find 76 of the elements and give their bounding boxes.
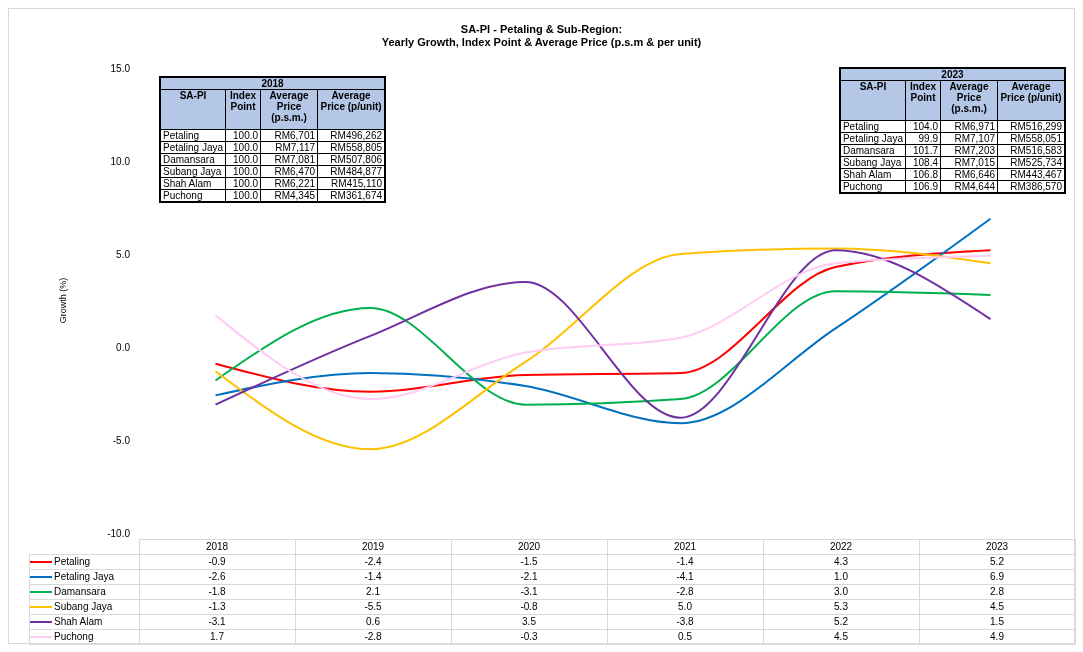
line-series (214, 290, 992, 406)
legend-label: Damansara (54, 586, 106, 597)
data-label: -2.6 (139, 569, 295, 585)
data-label: 4.5 (763, 629, 919, 645)
text: SA-PI Index Point Average Price (p.s.m.) Average Price (p/unit) (179, 90, 382, 123)
line-series (214, 247, 992, 451)
x-tick-label: 2022 (763, 539, 919, 555)
data-label: -2.1 (451, 569, 607, 585)
data-label: 2.8 (919, 584, 1075, 600)
data-label: -3.1 (139, 614, 295, 630)
text: Shah Alam 100.0 RM6,221 RM415,110 (163, 178, 383, 189)
data-label: 6.9 (919, 569, 1075, 585)
legend-label: Subang Jaya (54, 601, 113, 612)
legend-label: Shah Alam (54, 616, 103, 627)
chart-title: SA-PI - Petaling & Sub-Region: (459, 23, 624, 36)
y-tick-label: 10.0 (110, 155, 131, 167)
legend-label: Petaling (54, 556, 91, 567)
data-label: -1.4 (607, 554, 763, 570)
chart-subtitle: Yearly Growth, Index Point & Average Price (p.s.m & per unit) (380, 36, 703, 49)
y-tick-label: -5.0 (112, 434, 131, 446)
data-label: -0.8 (451, 599, 607, 615)
text: Petaling Jaya 99.9 RM7,107 RM558,051 (842, 133, 1062, 144)
text: Puchong 100.0 RM4,345 RM361,674 (163, 190, 383, 201)
data-label: 0.5 (607, 629, 763, 645)
x-tick-label: 2021 (607, 539, 763, 555)
text: Shah Alam 106.8 RM6,646 RM443,467 (842, 169, 1062, 180)
text: Subang Jaya 100.0 RM6,470 RM484,877 (163, 166, 383, 177)
data-label: 5.0 (607, 599, 763, 615)
data-label: -1.4 (295, 569, 451, 585)
data-label: 1.0 (763, 569, 919, 585)
text: Damansara 100.0 RM7,081 RM507,806 (163, 154, 383, 165)
data-label: 4.5 (919, 599, 1075, 615)
data-label: -1.5 (451, 554, 607, 570)
x-tick-label: 2019 (295, 539, 451, 555)
text: Petaling 100.0 RM6,701 RM496,262 (163, 130, 383, 141)
data-label: 1.7 (139, 629, 295, 645)
legend-label: Petaling Jaya (54, 571, 115, 582)
x-tick-label: 2018 (139, 539, 295, 555)
text: SA-PI Index Point Average Price (p.s.m.) Average Price (p/unit) (859, 81, 1062, 114)
data-label: -4.1 (607, 569, 763, 585)
data-label: -1.3 (139, 599, 295, 615)
line-series (214, 217, 992, 425)
annotation: 2023 (839, 68, 1065, 81)
legend-label: Puchong (54, 631, 94, 642)
y-tick-label: 0.0 (116, 341, 131, 353)
data-label: -2.8 (295, 629, 451, 645)
text: Petaling Jaya 100.0 RM7,117 RM558,805 (163, 142, 383, 153)
x-tick-label: 2020 (451, 539, 607, 555)
data-label: 0.6 (295, 614, 451, 630)
data-label: 1.5 (919, 614, 1075, 630)
data-label: -0.3 (451, 629, 607, 645)
text: Subang Jaya 108.4 RM7,015 RM525,734 (842, 157, 1062, 168)
text: Petaling 104.0 RM6,971 RM516,299 (842, 121, 1062, 132)
data-label: -5.5 (295, 599, 451, 615)
data-label: 3.0 (763, 584, 919, 600)
text: Damansara 101.7 RM7,203 RM516,583 (842, 145, 1062, 156)
data-label: 2.1 (295, 584, 451, 600)
data-label: -1.8 (139, 584, 295, 600)
data-label: -3.8 (607, 614, 763, 630)
data-label: 4.3 (763, 554, 919, 570)
data-label: -0.9 (139, 554, 295, 570)
y-tick-label: 5.0 (116, 248, 131, 260)
data-label: 5.2 (763, 614, 919, 630)
data-label: -3.1 (451, 584, 607, 600)
data-label: 5.2 (919, 554, 1075, 570)
text: Puchong 106.9 RM4,644 RM386,570 (842, 181, 1062, 192)
y-tick-label: 15.0 (110, 62, 131, 74)
data-label: -2.8 (607, 584, 763, 600)
data-label: 3.5 (451, 614, 607, 630)
annotation: 2018 (160, 77, 386, 90)
data-label: -2.4 (295, 554, 451, 570)
y-axis-title: Growth (%) (58, 277, 69, 324)
x-tick-label: 2023 (919, 539, 1075, 555)
data-label: 4.9 (919, 629, 1075, 645)
data-label: 5.3 (763, 599, 919, 615)
y-tick-label: -10.0 (107, 527, 131, 539)
